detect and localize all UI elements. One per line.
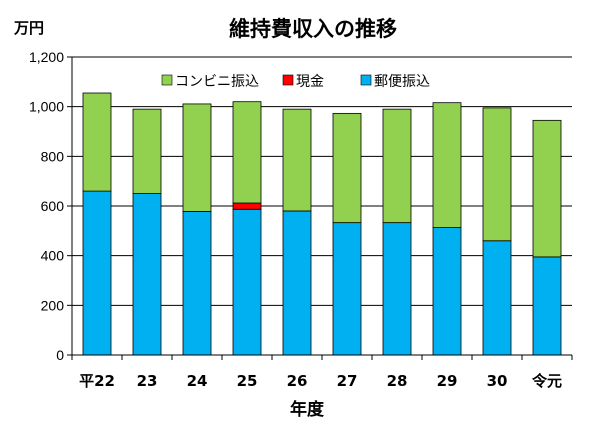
- x-tick-label: 24: [187, 372, 208, 390]
- y-ticks: 0 200 400 600 800 1,000 1,200: [29, 49, 72, 363]
- bar-segment-cash: [232, 202, 262, 210]
- legend-swatch-cash: [282, 74, 294, 86]
- bar-segment-postal: [432, 227, 462, 356]
- x-tick-label: 令元: [532, 372, 562, 390]
- bar-segment-postal: [182, 211, 212, 356]
- chart-title: 維持費収入の推移: [229, 17, 397, 41]
- bar-segment-convenience: [282, 108, 312, 212]
- x-tick-label: 平22: [79, 372, 115, 390]
- y-tick-label: 0: [56, 347, 64, 363]
- bar-segment-convenience: [532, 119, 562, 258]
- x-tick-label: 25: [237, 372, 258, 390]
- legend-swatch-postal: [360, 74, 372, 86]
- bar-segment-convenience: [182, 103, 212, 212]
- y-unit-label: 万円: [13, 19, 44, 37]
- bar-segment-postal: [282, 210, 312, 356]
- bar-segment-convenience: [232, 101, 262, 204]
- x-tick-label: 27: [337, 372, 358, 390]
- x-tick-label: 30: [487, 372, 508, 390]
- x-ticks: 平22 23 24 25 26 27 28 29 30 令元: [71, 355, 573, 390]
- bar-segment-postal: [132, 193, 162, 356]
- legend: コンビニ振込 現金 郵便振込: [158, 69, 460, 93]
- legend-background: [158, 69, 460, 93]
- y-tick-label: 200: [41, 297, 65, 313]
- bar-segment-postal: [532, 256, 562, 356]
- bars: [82, 92, 562, 356]
- bar-segment-postal: [382, 222, 412, 356]
- y-tick-label: 400: [41, 248, 65, 264]
- legend-label-cash: 現金: [296, 74, 324, 90]
- x-tick-label: 29: [437, 372, 458, 390]
- bar-segment-convenience: [132, 108, 162, 194]
- legend-label-postal: 郵便振込: [374, 74, 430, 90]
- y-tick-label: 800: [41, 148, 65, 164]
- bar-segment-convenience: [432, 102, 462, 229]
- bar-segment-convenience: [82, 92, 112, 192]
- bar-segment-convenience: [382, 108, 412, 224]
- x-tick-label: 26: [287, 372, 308, 390]
- x-tick-label: 28: [387, 372, 408, 390]
- legend-label-convenience: コンビニ振込: [175, 74, 259, 90]
- y-tick-label: 1,200: [29, 49, 64, 65]
- bar-segment-postal: [332, 222, 362, 356]
- bar-segment-postal: [482, 240, 512, 356]
- x-tick-label: 23: [137, 372, 158, 390]
- x-axis-label: 年度: [290, 399, 325, 420]
- bar-segment-postal: [232, 208, 262, 356]
- bar-segment-convenience: [332, 112, 362, 224]
- y-tick-label: 600: [41, 198, 65, 214]
- y-tick-label: 1,000: [29, 99, 64, 115]
- legend-swatch-convenience: [161, 74, 173, 86]
- bar-segment-postal: [82, 190, 112, 356]
- bar-segment-convenience: [482, 107, 512, 242]
